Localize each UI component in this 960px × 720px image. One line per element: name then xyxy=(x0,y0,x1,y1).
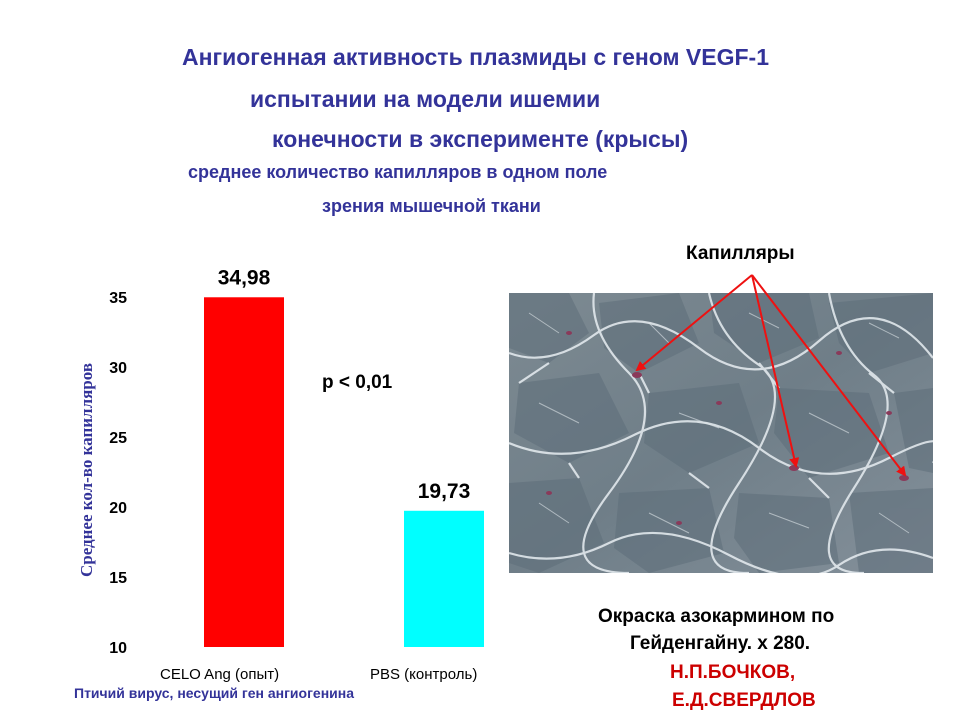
y-tick-label-30: 30 xyxy=(109,360,127,377)
capillaries-label: Капилляры xyxy=(686,243,795,264)
p-value-annotation: p < 0,01 xyxy=(322,372,393,393)
author-2: Е.Д.СВЕРДЛОВ xyxy=(672,690,816,711)
subtitle-line-2: зрения мышечной ткани xyxy=(322,196,541,216)
y-tick-label-20: 20 xyxy=(109,500,127,517)
y-tick-label-15: 15 xyxy=(109,570,127,587)
title-line-3: конечности в эксперименте (крысы) xyxy=(272,126,689,152)
bar-1 xyxy=(404,510,484,647)
bar-value-label-1: 19,73 xyxy=(418,480,471,503)
bar-value-label-0: 34,98 xyxy=(218,266,271,289)
y-axis-label: Среднее кол-во капилляров xyxy=(77,362,96,578)
stain-caption-line-1: Окраска азокармином по xyxy=(598,606,835,627)
title-line-1: Ангиогенная активность плазмиды с геном … xyxy=(182,44,769,70)
stain-caption-line-2: Гейденгайну. х 280. xyxy=(630,633,811,654)
category-label-celo: CELO Ang (опыт) xyxy=(160,666,280,683)
muscle-micrograph xyxy=(509,293,933,573)
title-line-2: испытании на модели ишемии xyxy=(250,86,601,112)
y-tick-label-35: 35 xyxy=(109,290,127,307)
bar-chart: 35 30 25 20 15 10 34,98 19,73 xyxy=(109,266,484,657)
category-label-pbs: PBS (контроль) xyxy=(370,666,478,683)
y-tick-label-25: 25 xyxy=(109,430,127,447)
subtitle-line-1: среднее количество капилляров в одном по… xyxy=(188,162,608,182)
author-1: Н.П.БОЧКОВ, xyxy=(670,662,796,683)
bar-0 xyxy=(204,297,284,647)
y-tick-label-10: 10 xyxy=(109,640,127,657)
footnote: Птичий вирус, несущий ген ангиогенина xyxy=(74,685,354,701)
